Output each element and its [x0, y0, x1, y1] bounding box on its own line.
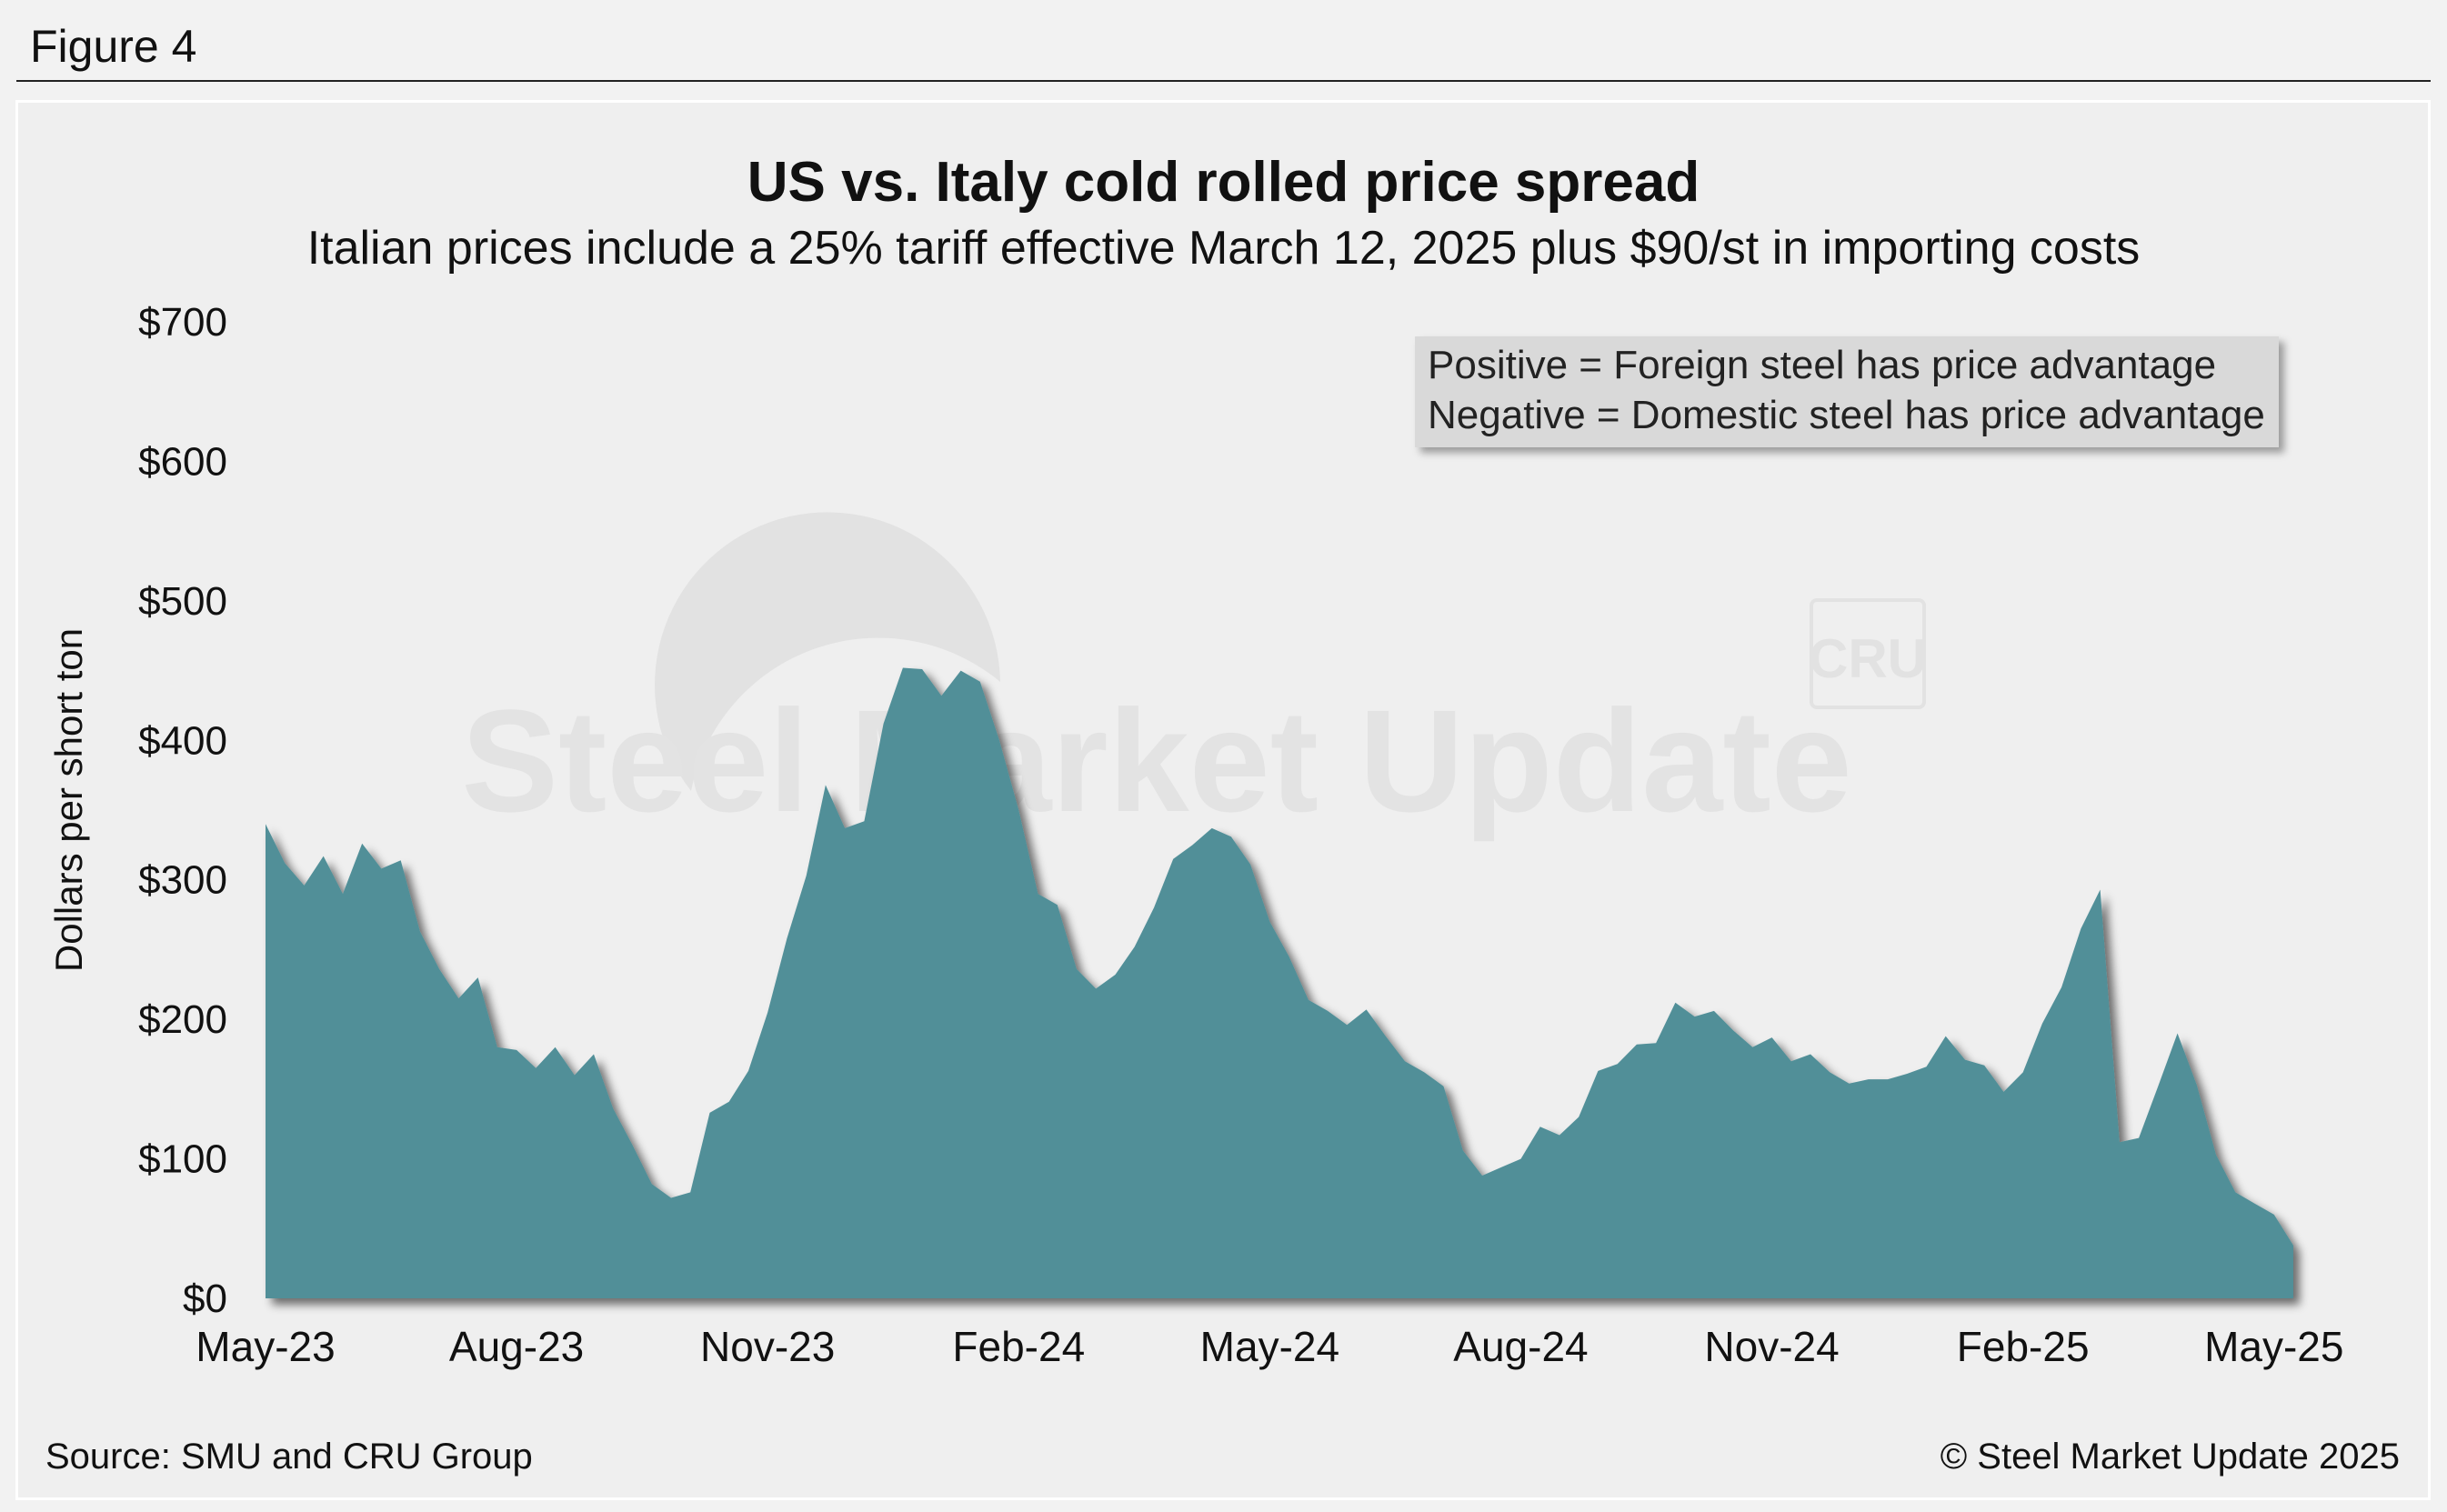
watermark-cru-text: CRU: [1809, 628, 1927, 689]
y-tick-label: $0: [183, 1277, 227, 1321]
x-tick-label: May-23: [196, 1323, 335, 1370]
x-tick-label: Aug-24: [1453, 1323, 1588, 1370]
x-tick-label: May-24: [1200, 1323, 1339, 1370]
x-tick-label: Feb-24: [952, 1323, 1085, 1370]
annotation-box: Positive = Foreign steel has price advan…: [1415, 336, 2279, 447]
source-note: Source: SMU and CRU Group: [45, 1437, 533, 1477]
x-tick-label: Nov-24: [1704, 1323, 1839, 1370]
chart-title: US vs. Italy cold rolled price spread: [747, 151, 1700, 214]
watermark: Steel Market Update CRU: [461, 512, 1927, 842]
annotation-negative: Negative = Domestic steel has price adva…: [1428, 393, 2265, 437]
annotation-positive: Positive = Foreign steel has price advan…: [1428, 343, 2217, 387]
watermark-brand-text: Steel Market Update: [461, 679, 1851, 842]
x-tick-label: Nov-23: [700, 1323, 835, 1370]
figure-divider: [16, 80, 2431, 82]
y-tick-label: $600: [138, 439, 227, 484]
x-tick-label: May-25: [2204, 1323, 2343, 1370]
watermark-swoosh: [655, 512, 1000, 791]
area-series-spread: [266, 667, 2293, 1298]
x-tick-label: Feb-25: [1957, 1323, 2090, 1370]
y-tick-label: $700: [138, 300, 227, 345]
y-tick-label: $500: [138, 579, 227, 624]
chart-subtitle: Italian prices include a 25% tariff effe…: [306, 222, 2141, 275]
copyright-note: © Steel Market Update 2025: [1940, 1437, 2400, 1477]
figure-label: Figure 4: [30, 21, 197, 72]
watermark-cru-box: [1810, 598, 1926, 709]
y-tick-label: $100: [138, 1137, 227, 1182]
y-tick-label: $400: [138, 718, 227, 763]
x-tick-label: Aug-23: [449, 1323, 584, 1370]
y-tick-label: $300: [138, 858, 227, 903]
y-tick-label: $200: [138, 997, 227, 1042]
